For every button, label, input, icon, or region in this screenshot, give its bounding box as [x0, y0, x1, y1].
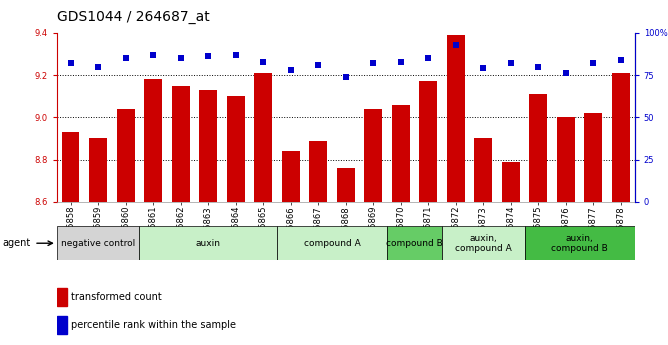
Bar — [57, 226, 140, 260]
Bar — [387, 226, 442, 260]
Bar — [447, 35, 465, 202]
Bar — [420, 81, 437, 202]
Bar — [199, 90, 217, 202]
Bar — [255, 73, 272, 202]
Point — [588, 60, 599, 66]
Bar — [282, 151, 300, 202]
Point — [93, 64, 104, 69]
Text: agent: agent — [2, 238, 30, 248]
Bar — [277, 226, 387, 260]
Point — [341, 74, 351, 79]
Point — [423, 55, 434, 61]
Bar — [57, 288, 67, 306]
Point — [258, 59, 269, 64]
Point — [450, 42, 461, 47]
Bar — [612, 73, 630, 202]
Bar — [529, 94, 547, 202]
Bar — [144, 79, 162, 202]
Bar — [364, 109, 382, 202]
Text: compound A: compound A — [303, 239, 360, 248]
Point — [120, 55, 131, 61]
Bar — [226, 96, 244, 202]
Bar — [502, 162, 520, 202]
Point — [203, 54, 214, 59]
Text: auxin: auxin — [196, 239, 220, 248]
Point — [313, 62, 323, 68]
Bar — [117, 109, 134, 202]
Text: transformed count: transformed count — [71, 292, 162, 302]
Bar — [524, 226, 635, 260]
Point — [533, 64, 544, 69]
Point — [148, 52, 158, 58]
Bar — [442, 226, 524, 260]
Bar — [557, 117, 574, 202]
Point — [65, 60, 76, 66]
Text: percentile rank within the sample: percentile rank within the sample — [71, 320, 236, 330]
Point — [175, 55, 186, 61]
Text: auxin,
compound B: auxin, compound B — [551, 234, 608, 253]
Text: compound B: compound B — [386, 239, 443, 248]
Text: negative control: negative control — [61, 239, 135, 248]
Point — [506, 60, 516, 66]
Point — [285, 67, 296, 73]
Bar — [391, 105, 409, 202]
Bar — [140, 226, 277, 260]
Text: auxin,
compound A: auxin, compound A — [455, 234, 512, 253]
Bar — [474, 138, 492, 202]
Bar — [57, 316, 67, 334]
Point — [615, 57, 626, 62]
Bar — [309, 140, 327, 202]
Point — [230, 52, 241, 58]
Bar — [337, 168, 355, 202]
Text: GDS1044 / 264687_at: GDS1044 / 264687_at — [57, 10, 210, 24]
Point — [395, 59, 406, 64]
Point — [368, 60, 379, 66]
Bar — [61, 132, 79, 202]
Bar — [584, 113, 603, 202]
Point — [478, 66, 488, 71]
Bar — [89, 138, 107, 202]
Bar — [172, 86, 190, 202]
Point — [560, 71, 571, 76]
